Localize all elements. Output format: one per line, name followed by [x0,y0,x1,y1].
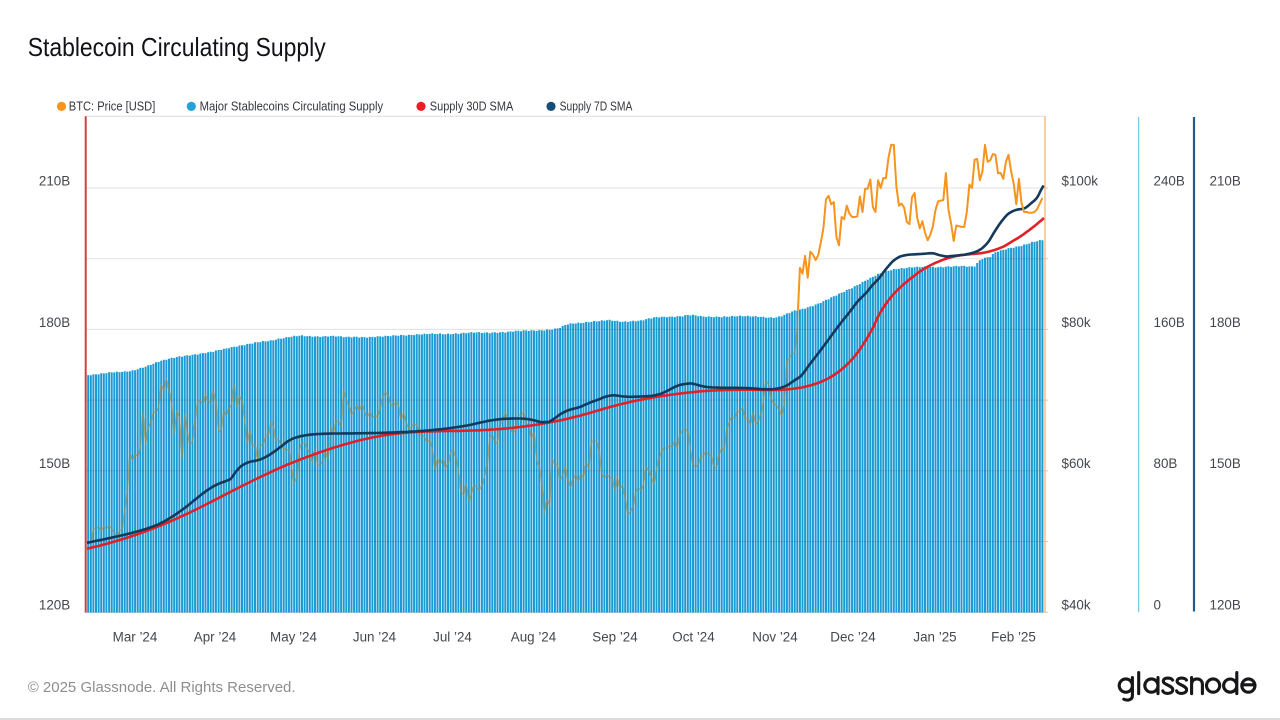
svg-text:80B: 80B [1154,456,1178,471]
svg-text:Sep ’24: Sep ’24 [592,630,638,645]
svg-text:BTC: Price [USD]: BTC: Price [USD] [69,100,156,114]
svg-text:May ’24: May ’24 [270,630,317,645]
svg-text:Jan ’25: Jan ’25 [913,630,956,645]
svg-text:210B: 210B [1210,173,1241,188]
svg-text:150B: 150B [1210,456,1241,471]
svg-text:Major Stablecoins Circulating: Major Stablecoins Circulating Supply [200,100,384,114]
svg-text:Aug ’24: Aug ’24 [511,630,557,645]
svg-text:$100k: $100k [1062,173,1099,188]
svg-text:Jul ’24: Jul ’24 [433,630,472,645]
svg-text:Apr ’24: Apr ’24 [194,630,237,645]
svg-text:© 2025 Glassnode. All Rights R: © 2025 Glassnode. All Rights Reserved. [28,679,296,696]
svg-text:180B: 180B [1210,315,1241,330]
svg-text:Dec ’24: Dec ’24 [830,630,876,645]
svg-text:Supply 7D SMA: Supply 7D SMA [560,100,633,114]
svg-text:240B: 240B [1154,173,1185,188]
svg-text:Jun ’24: Jun ’24 [353,630,397,645]
svg-text:Oct ’24: Oct ’24 [672,630,715,645]
svg-text:150B: 150B [39,456,70,471]
svg-text:$80k: $80k [1062,315,1091,330]
svg-text:Stablecoin Circulating Supply: Stablecoin Circulating Supply [28,32,326,62]
svg-text:Supply 30D SMA: Supply 30D SMA [430,100,514,114]
svg-text:0: 0 [1154,598,1161,613]
svg-text:210B: 210B [39,173,70,188]
svg-text:120B: 120B [1210,598,1241,613]
svg-text:Nov ’24: Nov ’24 [752,630,798,645]
svg-text:$60k: $60k [1062,456,1091,471]
svg-text:$40k: $40k [1062,598,1091,613]
svg-text:Mar ’24: Mar ’24 [113,630,158,645]
svg-text:120B: 120B [39,598,70,613]
svg-text:160B: 160B [1154,315,1185,330]
svg-text:180B: 180B [39,315,70,330]
svg-text:Feb ’25: Feb ’25 [991,630,1036,645]
